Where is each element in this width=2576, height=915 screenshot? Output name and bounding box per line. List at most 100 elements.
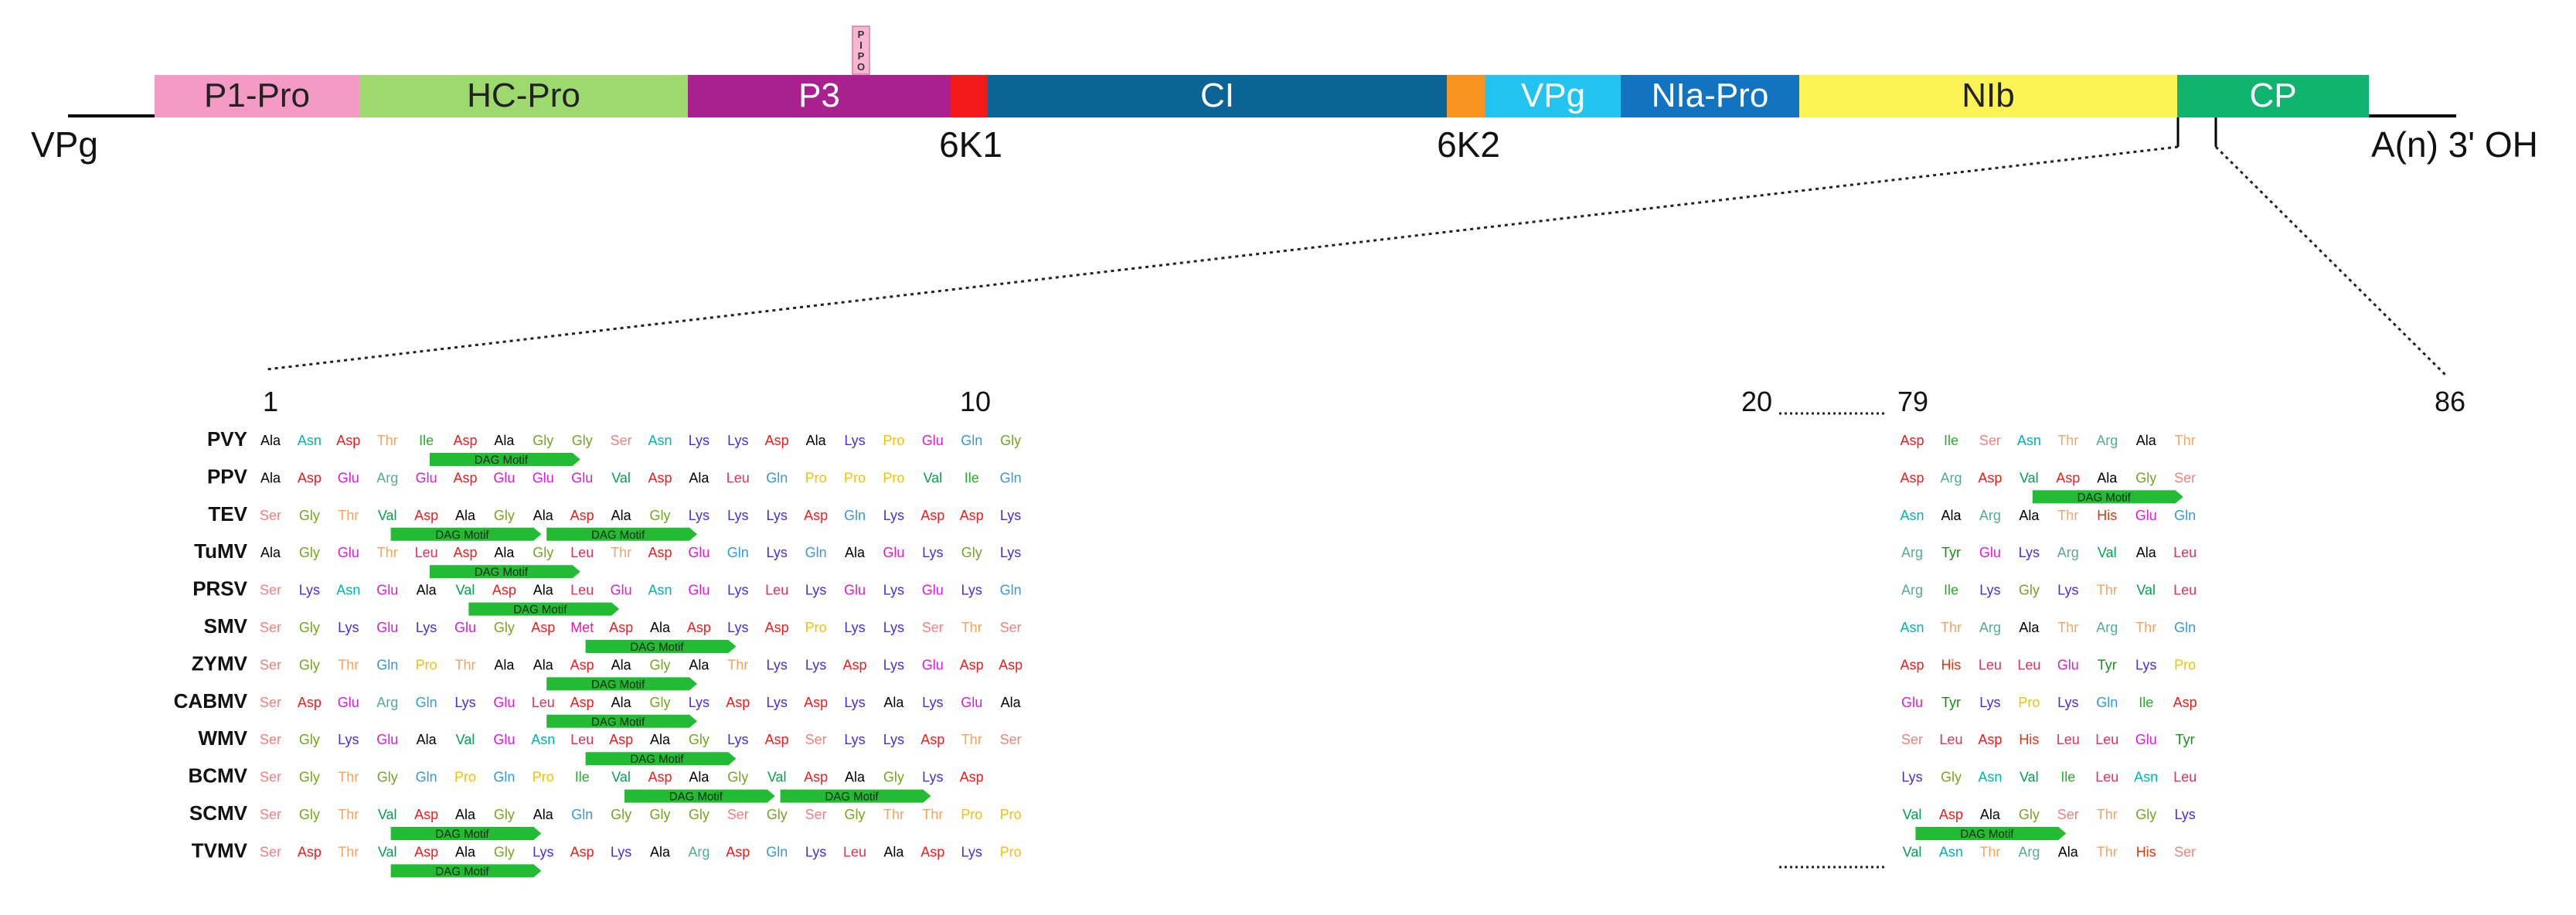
residue: Glu xyxy=(688,583,710,598)
residue: Pro xyxy=(416,657,437,672)
three-prime-label: A(n) 3' OH xyxy=(2371,124,2538,165)
residue: Glu xyxy=(1901,695,1923,710)
residue: Leu xyxy=(843,844,866,859)
residue: Ser xyxy=(260,732,281,747)
genome-segment-label-ci: CI xyxy=(1200,77,1234,114)
label-6k2: 6K2 xyxy=(1437,124,1500,165)
residue: Leu xyxy=(1939,732,1962,747)
dag-motif-arrow xyxy=(624,789,775,803)
residue: Ala xyxy=(845,545,866,560)
residue: Gln xyxy=(416,695,437,710)
residue: Leu xyxy=(765,583,788,598)
genome-segment-vpg xyxy=(1485,75,1621,117)
residue: Ala xyxy=(2019,620,2040,635)
residue: Thr xyxy=(2097,844,2118,859)
residue: Lys xyxy=(727,433,748,448)
residue: Lys xyxy=(533,844,553,859)
residue: His xyxy=(2136,844,2156,859)
residue: Gly xyxy=(2135,807,2156,822)
residue: Ser xyxy=(260,844,281,859)
residue: Arg xyxy=(376,695,398,710)
residue: Glu xyxy=(844,583,866,598)
residue: Gly xyxy=(2135,470,2156,485)
residue: Lys xyxy=(883,732,904,747)
genome-segment-label-p3: P3 xyxy=(798,77,840,114)
residue: Asn xyxy=(648,433,672,448)
residue: Val xyxy=(1903,807,1922,822)
residue: Ser xyxy=(805,732,827,747)
residue: Thr xyxy=(2175,433,2196,448)
residue: Ile xyxy=(1944,583,1958,598)
residue: Val xyxy=(378,807,397,822)
genome-segment-cp xyxy=(2177,75,2369,117)
residue: Asp xyxy=(531,620,555,635)
residue: Leu xyxy=(2095,770,2118,785)
dag-motif-arrow xyxy=(390,864,542,878)
virus-name-tev: TEV xyxy=(208,502,247,526)
residue: Lys xyxy=(727,508,748,523)
pipo-letter: O xyxy=(857,61,865,73)
dag-motif-arrow xyxy=(546,677,697,691)
residue: Val xyxy=(923,470,942,485)
residue: Glu xyxy=(2057,657,2079,672)
residue: Lys xyxy=(805,583,826,598)
residue: Ala xyxy=(494,433,515,448)
residue: Glu xyxy=(493,695,515,710)
residue: Ala xyxy=(494,545,515,560)
residue: Lys xyxy=(883,657,904,672)
residue: Lys xyxy=(689,695,710,710)
genome-segment-label-vpg: VPg xyxy=(1521,77,1585,114)
residue: Asp xyxy=(960,770,984,785)
genome-segment-6k1 xyxy=(951,75,988,117)
dag-motif-arrow xyxy=(585,640,737,653)
residue: Lys xyxy=(416,620,437,635)
residue: His xyxy=(2019,732,2039,747)
residue: Asp xyxy=(609,732,633,747)
genome-segment-label-nib: NIb xyxy=(1962,77,2014,114)
zoom-line-right xyxy=(2214,145,2448,377)
residue: Asp xyxy=(1939,807,1963,822)
residue: Gln xyxy=(766,470,788,485)
residue: Ala xyxy=(611,695,632,710)
residue: Gly xyxy=(494,807,515,822)
residue: Ala xyxy=(533,807,554,822)
residue: Asp xyxy=(687,620,711,635)
residue: His xyxy=(1941,657,1961,672)
residue: Leu xyxy=(727,470,750,485)
residue: Asp xyxy=(648,545,672,560)
residue: Ala xyxy=(2136,433,2157,448)
residue: Val xyxy=(2020,470,2039,485)
residue: Thr xyxy=(338,844,359,859)
residue: Thr xyxy=(2057,620,2078,635)
residue: Arg xyxy=(1901,545,1923,560)
residue: Gly xyxy=(533,433,553,448)
residue: Asp xyxy=(298,470,322,485)
residue: Asp xyxy=(726,844,750,859)
residue: Ser xyxy=(260,807,281,822)
residue: Ser xyxy=(260,620,281,635)
residue: Ile xyxy=(965,470,979,485)
residue: Gly xyxy=(650,508,671,523)
residue: Gly xyxy=(299,508,320,523)
residue: Gln xyxy=(844,508,866,523)
residue: Gln xyxy=(571,807,593,822)
residue: Ser xyxy=(1000,732,1022,747)
residue: Ala xyxy=(650,620,671,635)
residue: Glu xyxy=(376,583,398,598)
residue: Gly xyxy=(883,770,904,785)
virus-name-zymv: ZYMV xyxy=(192,651,248,675)
residue: Lys xyxy=(767,545,788,560)
residue: Asp xyxy=(336,433,360,448)
residue: Asn xyxy=(2017,433,2041,448)
genome-segment-nlapro xyxy=(1621,75,1799,117)
residue: Asp xyxy=(453,433,477,448)
residue: Gly xyxy=(494,508,515,523)
residue: Asp xyxy=(492,583,516,598)
residue: Gly xyxy=(767,807,788,822)
residue: Lys xyxy=(883,583,904,598)
residue: Asp xyxy=(298,844,322,859)
residue: Gly xyxy=(611,807,631,822)
dag-motif-label: DAG Motif xyxy=(591,716,645,729)
residue: Ala xyxy=(2136,545,2157,560)
residue: Ala xyxy=(455,807,476,822)
